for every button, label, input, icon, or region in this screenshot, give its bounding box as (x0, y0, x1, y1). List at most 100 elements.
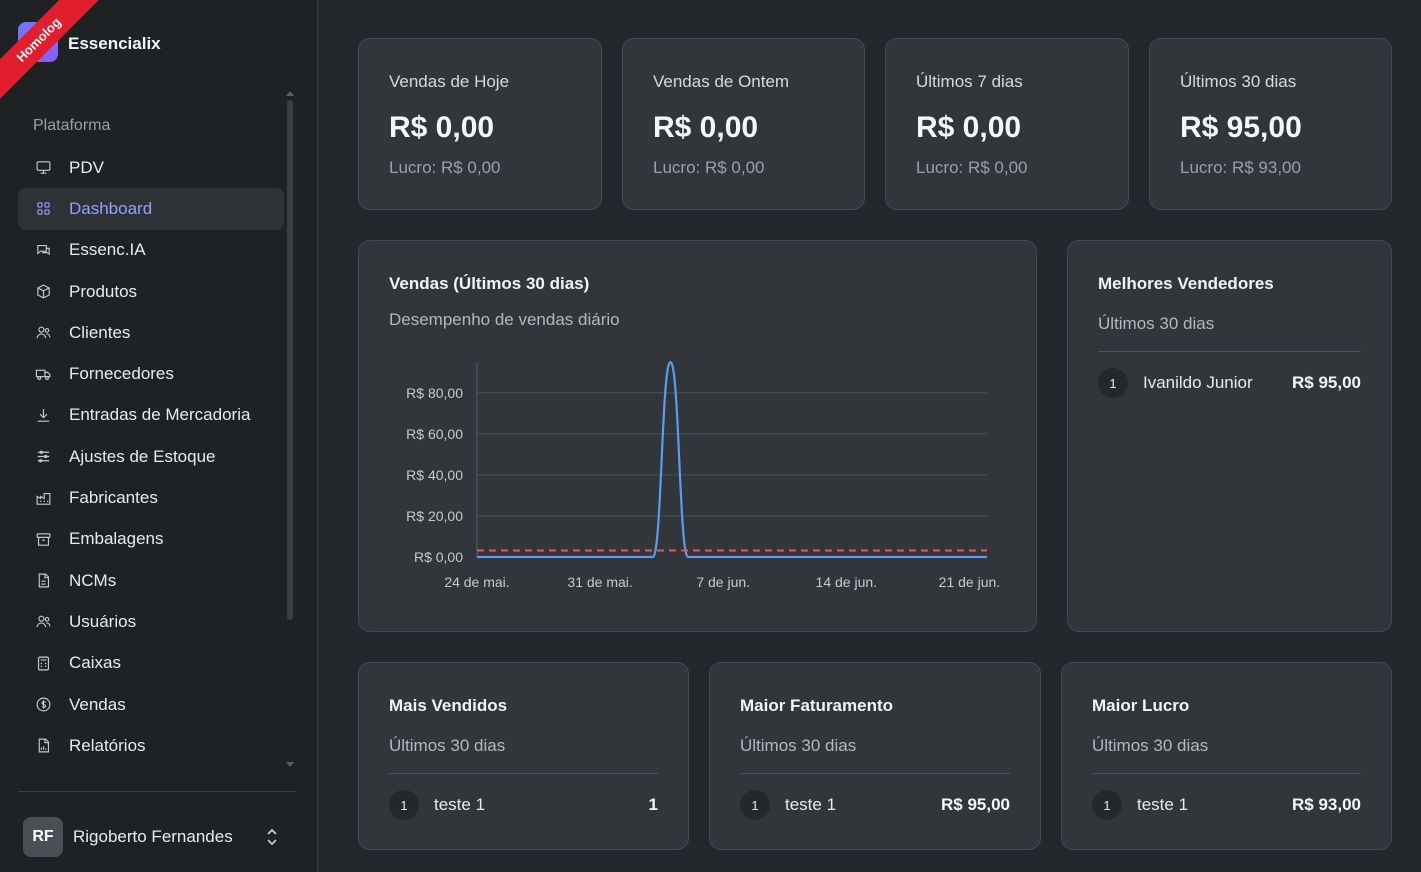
x-tick-label: 21 de jun. (939, 574, 1001, 590)
product-name: teste 1 (1137, 795, 1189, 814)
card-divider (389, 773, 658, 774)
factory-icon (34, 489, 52, 507)
rank-badge: 1 (740, 790, 770, 820)
user-name: Rigoberto Fernandes (73, 827, 233, 846)
truck-icon (34, 365, 52, 383)
stat-profit: Lucro: R$ 0,00 (916, 158, 1028, 177)
product-name: teste 1 (434, 795, 486, 814)
sidebar-item-fabricantes[interactable]: Fabricantes (18, 477, 284, 518)
y-tick-label: R$ 60,00 (406, 426, 463, 442)
stat-value: R$ 0,00 (389, 111, 495, 144)
y-tick-label: R$ 80,00 (406, 385, 463, 401)
sidebar-item-pdv[interactable]: PDV (18, 147, 284, 188)
product-name: teste 1 (785, 795, 837, 814)
best-selling-card: Mais Vendidos Últimos 30 dias 1 teste 1 … (358, 662, 689, 850)
avatar: RF (23, 817, 63, 857)
sidebar-item-relatorios[interactable]: Relatórios (18, 725, 284, 766)
stat-card-30-days: Últimos 30 dias R$ 95,00 Lucro: R$ 93,00 (1149, 38, 1392, 210)
chart-title: Vendas (Últimos 30 dias) (389, 274, 590, 293)
sidebar: Homolog Essencialix Plataforma PDV Dashb… (0, 0, 318, 872)
sidebar-item-ncms[interactable]: NCMs (18, 560, 284, 601)
sidebar-item-usuarios[interactable]: Usuários (18, 601, 284, 642)
sidebar-item-label: Ajustes de Estoque (69, 446, 216, 466)
sidebar-scrollbar[interactable] (287, 100, 293, 620)
sidebar-item-caixas[interactable]: Caixas (18, 643, 284, 684)
sidebar-item-label: Clientes (69, 322, 131, 342)
rank-badge: 1 (389, 790, 419, 820)
x-tick-label: 31 de mai. (567, 574, 632, 590)
y-tick-label: R$ 0,00 (414, 549, 463, 565)
chevrons-up-down-icon[interactable] (265, 827, 279, 847)
stat-title: Últimos 30 dias (1180, 72, 1297, 91)
sidebar-item-vendas[interactable]: Vendas (18, 684, 284, 725)
sidebar-item-produtos[interactable]: Produtos (18, 271, 284, 312)
chart-subtitle: Desempenho de vendas diário (389, 310, 620, 329)
list-item[interactable]: 1 teste 1 R$ 93,00 (1092, 790, 1361, 820)
grid-icon (34, 200, 52, 218)
sidebar-item-label: Vendas (69, 694, 126, 714)
calculator-icon (34, 654, 52, 672)
card-subtitle: Últimos 30 dias (389, 736, 506, 755)
sidebar-item-clientes[interactable]: Clientes (18, 312, 284, 353)
card-subtitle: Últimos 30 dias (740, 736, 857, 755)
box-icon (34, 283, 52, 301)
sidebar-item-entradas[interactable]: Entradas de Mercadoria (18, 395, 284, 436)
rank-badge: 1 (1092, 790, 1122, 820)
sidebar-item-ajustes[interactable]: Ajustes de Estoque (18, 436, 284, 477)
y-tick-label: R$ 40,00 (406, 467, 463, 483)
sales-chart-card: Vendas (Últimos 30 dias) Desempenho de v… (358, 240, 1037, 632)
scroll-down-arrow[interactable] (286, 762, 294, 767)
users-icon (34, 613, 52, 631)
stat-value: R$ 0,00 (653, 111, 759, 144)
sidebar-item-label: Fabricantes (69, 488, 158, 508)
user-menu[interactable]: RF Rigoberto Fernandes (23, 817, 233, 857)
card-title: Mais Vendidos (389, 696, 508, 715)
stat-value: R$ 0,00 (916, 111, 1022, 144)
stat-profit: Lucro: R$ 0,00 (389, 158, 501, 177)
chat-icon (34, 241, 52, 259)
x-tick-label: 7 de jun. (696, 574, 750, 590)
x-tick-label: 24 de mai. (444, 574, 509, 590)
rank-badge: 1 (1098, 368, 1128, 398)
report-icon (34, 737, 52, 755)
sidebar-item-fornecedores[interactable]: Fornecedores (18, 353, 284, 394)
sliders-icon (34, 448, 52, 466)
sales-line-chart[interactable]: R$ 0,00 R$ 20,00 R$ 40,00 R$ 60,00 R$ 80,00 2… (359, 241, 1038, 633)
sidebar-item-label: PDV (69, 157, 104, 177)
sidebar-item-label: Fornecedores (69, 364, 174, 384)
product-value: R$ 95,00 (941, 795, 1010, 814)
sidebar-item-label: Essenc.IA (69, 240, 146, 260)
sidebar-item-label: Produtos (69, 281, 138, 301)
product-value: 1 (648, 795, 658, 814)
stat-title: Vendas de Hoje (389, 72, 510, 91)
top-sellers-card: Melhores Vendedores Últimos 30 dias 1 Iv… (1067, 240, 1392, 632)
top-sellers-title: Melhores Vendedores (1098, 274, 1274, 293)
seller-value: R$ 95,00 (1292, 373, 1361, 392)
sales-series-line (477, 360, 987, 559)
list-item[interactable]: 1 teste 1 1 (389, 790, 658, 820)
sidebar-item-embalagens[interactable]: Embalagens (18, 519, 284, 560)
product-value: R$ 93,00 (1292, 795, 1361, 814)
list-item[interactable]: 1 Ivanildo Junior R$ 95,00 (1098, 368, 1361, 398)
sidebar-item-label: NCMs (69, 570, 117, 590)
top-profit-card: Maior Lucro Últimos 30 dias 1 teste 1 R$… (1061, 662, 1392, 850)
stat-card-today: Vendas de Hoje R$ 0,00 Lucro: R$ 0,00 (358, 38, 602, 210)
sidebar-item-essencia[interactable]: Essenc.IA (18, 230, 284, 271)
stat-profit: Lucro: R$ 93,00 (1180, 158, 1301, 177)
card-subtitle: Últimos 30 dias (1092, 736, 1209, 755)
users-icon (34, 324, 52, 342)
scroll-up-arrow[interactable] (286, 91, 294, 96)
list-item[interactable]: 1 teste 1 R$ 95,00 (740, 790, 1010, 820)
file-icon (34, 572, 52, 590)
archive-icon (34, 530, 52, 548)
sidebar-nav: PDV Dashboard Essenc.IA Produtos Cliente… (18, 147, 284, 766)
app-name[interactable]: Essencialix (68, 34, 161, 53)
y-tick-label: R$ 20,00 (406, 508, 463, 524)
card-title: Maior Lucro (1092, 696, 1190, 715)
stat-title: Vendas de Ontem (653, 72, 790, 91)
top-revenue-card: Maior Faturamento Últimos 30 dias 1 test… (709, 662, 1041, 850)
sidebar-item-label: Entradas de Mercadoria (69, 405, 251, 425)
sidebar-item-dashboard[interactable]: Dashboard (18, 188, 284, 230)
card-divider (740, 773, 1010, 774)
dollar-icon (34, 696, 52, 714)
